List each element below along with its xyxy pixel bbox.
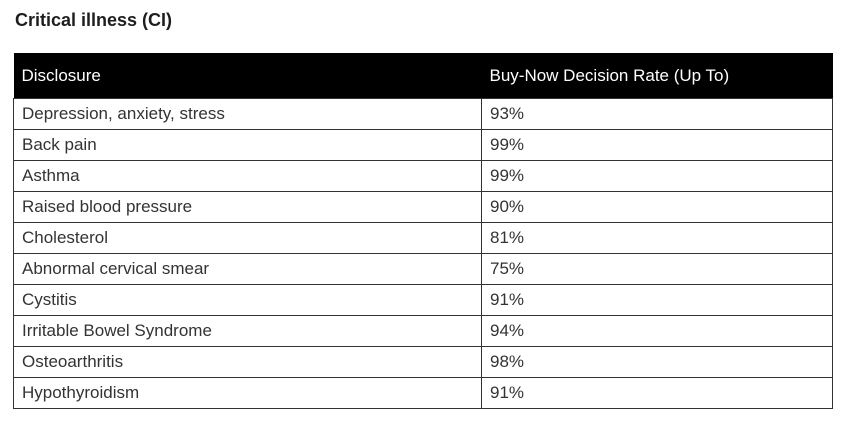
- table-row: Depression, anxiety, stress 93%: [13, 98, 833, 130]
- cell-disclosure: Abnormal cervical smear: [13, 253, 482, 285]
- header-row: Disclosure Buy-Now Decision Rate (Up To): [13, 53, 833, 99]
- table-header: Disclosure Buy-Now Decision Rate (Up To): [13, 53, 833, 99]
- cell-disclosure: Raised blood pressure: [13, 191, 482, 223]
- cell-disclosure: Asthma: [13, 160, 482, 192]
- column-header-disclosure: Disclosure: [13, 53, 482, 99]
- table-row: Cystitis 91%: [13, 284, 833, 316]
- column-header-rate: Buy-Now Decision Rate (Up To): [481, 53, 833, 99]
- cell-rate: 93%: [481, 98, 833, 130]
- cell-rate: 91%: [481, 284, 833, 316]
- cell-rate: 81%: [481, 222, 833, 254]
- cell-rate: 98%: [481, 346, 833, 378]
- cell-disclosure: Cystitis: [13, 284, 482, 316]
- table-row: Back pain 99%: [13, 129, 833, 161]
- cell-rate: 75%: [481, 253, 833, 285]
- table-row: Hypothyroidism 91%: [13, 377, 833, 409]
- table-body: Depression, anxiety, stress 93% Back pai…: [13, 98, 833, 409]
- cell-rate: 91%: [481, 377, 833, 409]
- cell-disclosure: Osteoarthritis: [13, 346, 482, 378]
- table-row: Cholesterol 81%: [13, 222, 833, 254]
- table-row: Irritable Bowel Syndrome 94%: [13, 315, 833, 347]
- cell-disclosure: Hypothyroidism: [13, 377, 482, 409]
- table-row: Osteoarthritis 98%: [13, 346, 833, 378]
- table-row: Asthma 99%: [13, 160, 833, 192]
- cell-rate: 90%: [481, 191, 833, 223]
- cell-rate: 99%: [481, 129, 833, 161]
- cell-disclosure: Back pain: [13, 129, 482, 161]
- table-row: Raised blood pressure 90%: [13, 191, 833, 223]
- table-row: Abnormal cervical smear 75%: [13, 253, 833, 285]
- cell-disclosure: Depression, anxiety, stress: [13, 98, 482, 130]
- page-title: Critical illness (CI): [15, 10, 173, 30]
- cell-disclosure: Irritable Bowel Syndrome: [13, 315, 482, 347]
- data-table: Disclosure Buy-Now Decision Rate (Up To)…: [13, 53, 833, 409]
- cell-rate: 99%: [481, 160, 833, 192]
- cell-rate: 94%: [481, 315, 833, 347]
- cell-disclosure: Cholesterol: [13, 222, 482, 254]
